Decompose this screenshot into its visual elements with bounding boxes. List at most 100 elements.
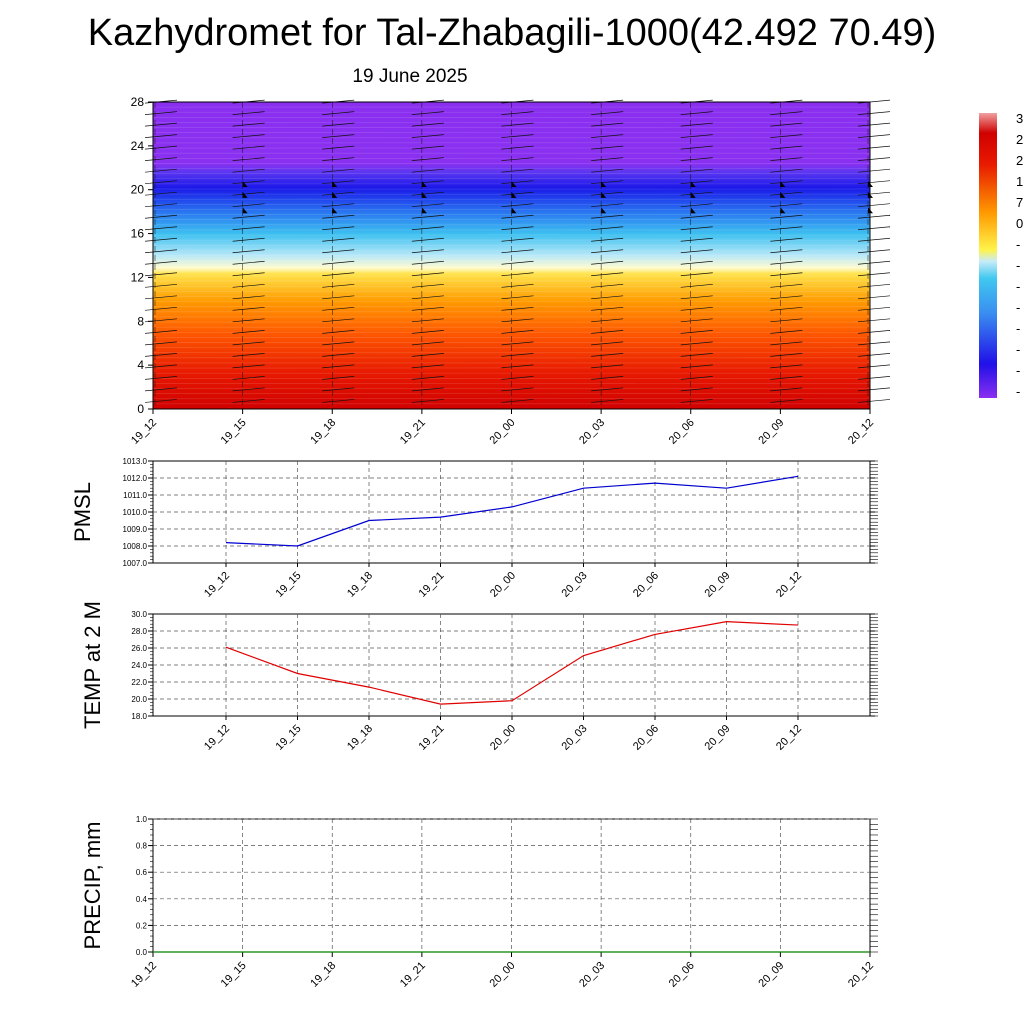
x-tick-label: 20_03 (560, 570, 590, 600)
x-tick-label: 20_09 (703, 723, 733, 753)
y-tick-label: 8 (137, 314, 144, 328)
wind-barb (144, 157, 178, 162)
wind-pennant (421, 191, 427, 198)
wind-barb (232, 237, 265, 242)
wind-barb (144, 341, 178, 346)
colorbar-label: - (1016, 342, 1020, 357)
wind-barb (680, 191, 713, 196)
y-tick-label: 1.0 (136, 815, 148, 824)
wind-barb (232, 272, 265, 277)
wind-barb (144, 387, 178, 392)
wind-pennant (690, 180, 696, 187)
wind-barb (680, 168, 713, 173)
wind-barb (680, 226, 713, 231)
wind-barb (857, 283, 891, 288)
x-tick-label: 20_06 (667, 960, 697, 990)
x-tick-label: 19_18 (308, 417, 338, 447)
wind-barb (591, 249, 624, 254)
wind-barb (591, 122, 624, 127)
wind-barb (591, 180, 624, 185)
x-tick-label: 19_21 (417, 570, 447, 600)
wind-barb (411, 353, 444, 357)
x-tick-label: 19_12 (129, 417, 159, 447)
x-tick-label: 19_12 (202, 723, 232, 753)
wind-barb (232, 399, 265, 403)
wind-pennant (601, 207, 607, 214)
colorbar-label: 1 (1016, 174, 1023, 189)
wind-barb (144, 353, 178, 357)
wind-barb (232, 249, 265, 254)
wind-barb (411, 318, 444, 323)
wind-barb (857, 226, 891, 231)
wind-barb (501, 203, 534, 208)
wind-barb (591, 353, 624, 357)
colorbar-label: 2 (1016, 153, 1023, 168)
colorbar-gradient (979, 113, 997, 398)
wind-barb (680, 329, 713, 334)
wind-barb (770, 226, 803, 231)
wind-barb (680, 237, 713, 242)
wind-barb (770, 306, 803, 311)
wind-barb (232, 376, 265, 380)
wind-barb (591, 260, 624, 265)
wind-barb (770, 214, 803, 219)
wind-pennant (332, 191, 338, 198)
wind-barb (144, 249, 178, 254)
wind-barb (501, 283, 534, 288)
y-tick-label: 0.2 (136, 921, 148, 930)
wind-pennant (511, 191, 517, 198)
y-tick-label: 1008.0 (123, 542, 148, 551)
y-tick-label: 0 (137, 402, 144, 416)
wind-barb (680, 145, 713, 150)
wind-barb (680, 272, 713, 277)
x-tick-label: 20_00 (488, 570, 518, 600)
wind-barb (501, 226, 534, 231)
wind-barb (680, 364, 713, 369)
wind-barb (411, 157, 444, 162)
wind-barb (591, 168, 624, 173)
wind-barb (770, 249, 803, 254)
x-tick-label: 20_06 (667, 417, 697, 447)
wind-barb (680, 180, 713, 185)
heatmap-panel: 0 4 8 12 16 20 24 28 19_12 19_15 19_18 19_21 20_00 20… (129, 95, 891, 447)
wind-barb (411, 180, 444, 185)
wind-barb (232, 168, 265, 173)
y-tick-label: 1007.0 (123, 559, 148, 568)
x-tick-label: 20_12 (774, 570, 804, 600)
wind-barb (770, 122, 803, 127)
wind-pennant (601, 180, 607, 187)
wind-barb (857, 134, 891, 138)
y-tick-label: 0.0 (136, 948, 148, 957)
wind-barb (680, 295, 713, 300)
wind-barb (857, 295, 891, 300)
wind-barb (322, 180, 355, 185)
wind-barb (857, 122, 891, 127)
wind-barb (144, 122, 178, 127)
wind-barb (322, 111, 355, 115)
y-tick-label: 30.0 (131, 610, 147, 619)
wind-barb (770, 399, 803, 403)
wind-barb (411, 387, 444, 392)
wind-pennant (690, 191, 696, 198)
x-tick-label: 20_09 (703, 570, 733, 600)
wind-barb (857, 180, 891, 185)
wind-barb (411, 399, 444, 403)
wind-barb (322, 237, 355, 242)
wind-barb (770, 168, 803, 173)
wind-barb (322, 272, 355, 277)
wind-barb (591, 341, 624, 346)
chart-subtitle: 19 June 2025 (352, 66, 468, 87)
wind-barb (857, 157, 891, 162)
wind-barb (411, 134, 444, 138)
wind-barb (501, 306, 534, 311)
y-tick-label: 0.8 (136, 842, 148, 851)
wind-barb (591, 134, 624, 138)
line-panels: 1007.0 1008.0 1009.0 1010.0 1011.0 1012.0 1013… (70, 457, 878, 990)
wind-barb (322, 353, 355, 357)
y-tick-label: 28 (131, 95, 145, 109)
wind-barb (857, 203, 891, 208)
wind-barb (591, 364, 624, 369)
wind-barb (857, 191, 891, 196)
wind-barb (322, 168, 355, 173)
wind-barb (857, 318, 891, 323)
